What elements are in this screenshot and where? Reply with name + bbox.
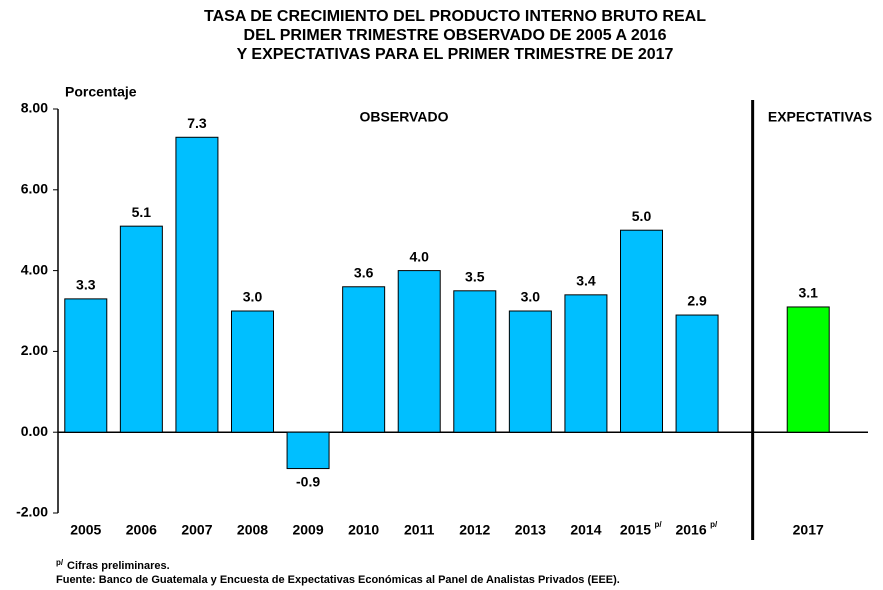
bar <box>453 290 497 433</box>
x-tick-label: 2016 <box>675 522 706 538</box>
source: Fuente: Banco de Guatemala y Encuesta de… <box>56 574 620 586</box>
x-tick-label: 2012 <box>459 522 490 538</box>
x-tick-label: 2009 <box>292 522 323 538</box>
data-label: 7.3 <box>187 115 207 131</box>
data-label: 3.5 <box>465 269 485 285</box>
bar <box>786 306 830 433</box>
annotation: OBSERVADO <box>360 109 449 125</box>
bar <box>342 286 386 433</box>
bar <box>231 310 274 433</box>
x-tick-superscript: p/ <box>655 520 663 529</box>
data-label: 3.0 <box>521 289 541 305</box>
bar <box>675 314 719 433</box>
data-label: 3.0 <box>243 289 263 305</box>
bar <box>508 310 552 433</box>
x-tick-label: 2006 <box>126 522 157 538</box>
y-tick-label: 6.00 <box>21 181 48 197</box>
x-tick-label: 2005 <box>70 522 101 538</box>
x-tick-label: 2015 <box>620 522 651 538</box>
bar <box>119 225 163 433</box>
x-tick-label: 2010 <box>348 522 379 538</box>
bar <box>175 136 219 433</box>
bar <box>286 431 330 470</box>
data-label: 5.0 <box>632 208 652 224</box>
bar <box>564 294 608 433</box>
x-tick-label: 2013 <box>515 522 546 538</box>
data-label: 3.6 <box>354 264 374 280</box>
data-label: 4.0 <box>409 248 429 264</box>
x-tick-label: 2007 <box>181 522 212 538</box>
x-tick-label: 2008 <box>237 522 268 538</box>
y-axis-label: Porcentaje <box>65 84 137 100</box>
chart-title: Y EXPECTATIVAS PARA EL PRIMER TRIMESTRE … <box>237 46 674 63</box>
data-label: -0.9 <box>296 473 320 489</box>
x-tick-label: 2014 <box>570 522 601 538</box>
data-label: 3.4 <box>576 273 596 289</box>
y-tick-label: 4.00 <box>21 261 48 277</box>
annotation: EXPECTATIVAS <box>768 109 872 125</box>
footnote: Cifras preliminares. <box>67 560 170 572</box>
data-label: 5.1 <box>132 204 152 220</box>
bar <box>64 298 108 433</box>
x-tick-label: 2017 <box>793 522 824 538</box>
y-tick-label: 8.00 <box>21 100 48 116</box>
y-tick-label: 0.00 <box>21 423 48 439</box>
x-tick-superscript: p/ <box>710 520 718 529</box>
chart-title: TASA DE CRECIMIENTO DEL PRODUCTO INTERNO… <box>204 8 706 25</box>
y-tick-label: -2.00 <box>16 504 48 520</box>
y-tick-label: 2.00 <box>21 342 48 358</box>
x-tick-label: 2011 <box>404 522 435 538</box>
data-label: 2.9 <box>687 293 707 309</box>
chart-title: DEL PRIMER TRIMESTRE OBSERVADO DE 2005 A… <box>244 27 667 44</box>
bar <box>397 270 441 433</box>
data-label: 3.1 <box>798 285 818 301</box>
footnote-mark: p/ <box>56 558 64 567</box>
bar <box>620 229 663 433</box>
data-label: 3.3 <box>76 277 96 293</box>
